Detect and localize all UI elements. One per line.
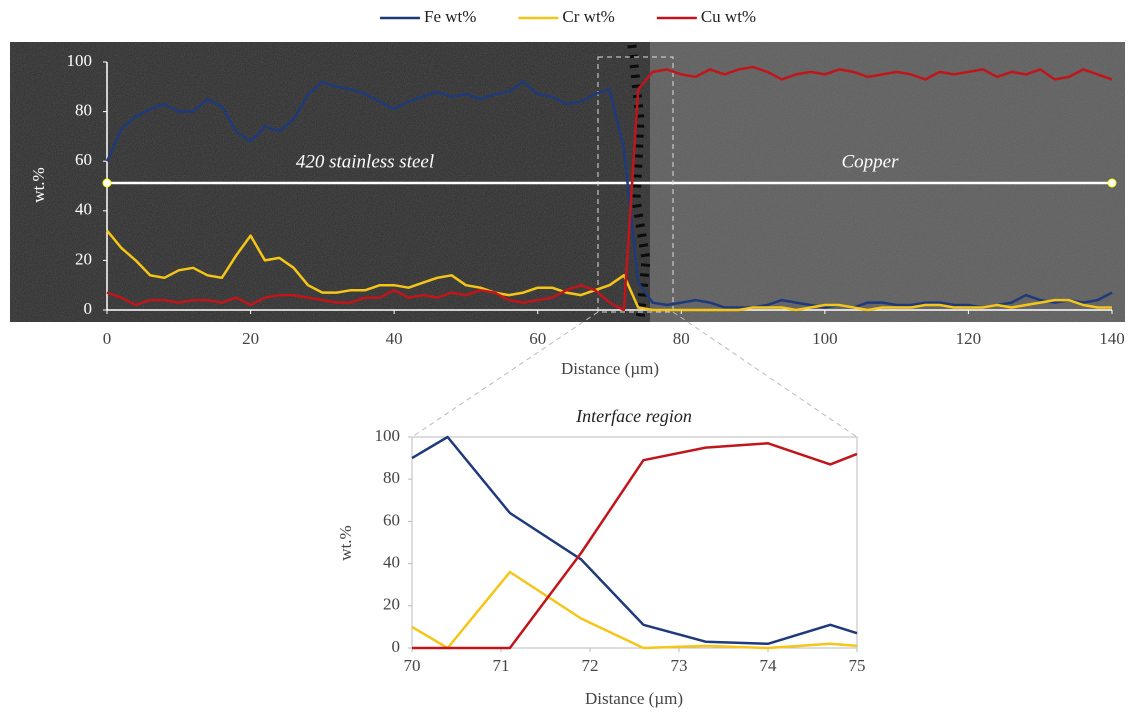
x-tick-label: 72 [582, 656, 599, 675]
y-tick-label: 100 [67, 51, 93, 70]
x-axis-title: Distance (µm) [561, 359, 659, 378]
series-line [105, 80, 1113, 309]
y-tick-label: 40 [383, 553, 400, 572]
x-tick-label: 73 [671, 656, 688, 675]
x-tick-label: 140 [1099, 329, 1125, 348]
x-axis-title: Distance (µm) [585, 689, 683, 708]
scan-end [1107, 178, 1117, 188]
zoom-connector [411, 311, 599, 438]
x-tick-label: 0 [103, 329, 112, 348]
x-tick-label: 60 [529, 329, 546, 348]
zoom-box [597, 56, 674, 313]
y-tick-label: 40 [75, 200, 92, 219]
x-tick-label: 75 [849, 656, 866, 675]
y-axis-title: wt.% [29, 167, 48, 202]
y-tick-label: 20 [75, 249, 92, 268]
x-tick-label: 74 [760, 656, 778, 675]
y-tick-label: 20 [383, 595, 400, 614]
y-tick-label: 80 [383, 468, 400, 487]
series-line [106, 65, 1113, 312]
annotation: Copper [842, 151, 900, 172]
legend-label: Fe wt% [424, 7, 476, 26]
y-tick-label: 80 [75, 101, 92, 120]
y-tick-label: 100 [375, 426, 401, 445]
series-line [106, 229, 1112, 312]
x-tick-label: 20 [242, 329, 259, 348]
x-tick-label: 71 [493, 656, 510, 675]
x-tick-label: 120 [956, 329, 982, 348]
y-tick-label: 60 [383, 510, 400, 529]
x-tick-label: 100 [812, 329, 838, 348]
zoom-connector [672, 311, 858, 438]
annotation: 420 stainless steel [296, 151, 434, 172]
inset-title: Interface region [575, 406, 692, 426]
series-line [411, 570, 858, 650]
legend-label: Cu wt% [701, 7, 756, 26]
series-line [412, 442, 858, 650]
scan-start [102, 178, 112, 188]
x-tick-label: 80 [673, 329, 690, 348]
legend-label: Cr wt% [562, 7, 614, 26]
y-tick-label: 60 [75, 150, 92, 169]
series-line [411, 435, 858, 646]
y-axis-title: wt.% [336, 525, 355, 560]
y-tick-label: 0 [392, 637, 401, 656]
x-tick-label: 70 [404, 656, 421, 675]
x-tick-label: 40 [386, 329, 403, 348]
y-tick-label: 0 [84, 299, 93, 318]
inset-frame [411, 436, 858, 649]
